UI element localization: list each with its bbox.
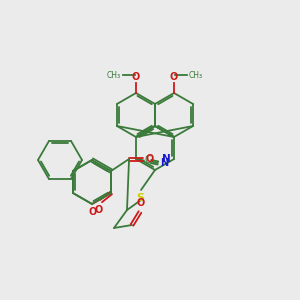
Text: O: O (95, 205, 103, 215)
Text: C: C (145, 155, 152, 165)
Text: O: O (170, 71, 178, 82)
Text: S: S (136, 193, 144, 203)
Text: CH₃: CH₃ (107, 70, 121, 80)
Text: O: O (89, 207, 97, 217)
Text: CH₃: CH₃ (189, 70, 203, 80)
Text: N: N (160, 158, 168, 168)
Text: O: O (132, 71, 140, 82)
Text: O: O (145, 154, 153, 164)
Text: O: O (137, 198, 145, 208)
Text: N: N (162, 154, 171, 164)
